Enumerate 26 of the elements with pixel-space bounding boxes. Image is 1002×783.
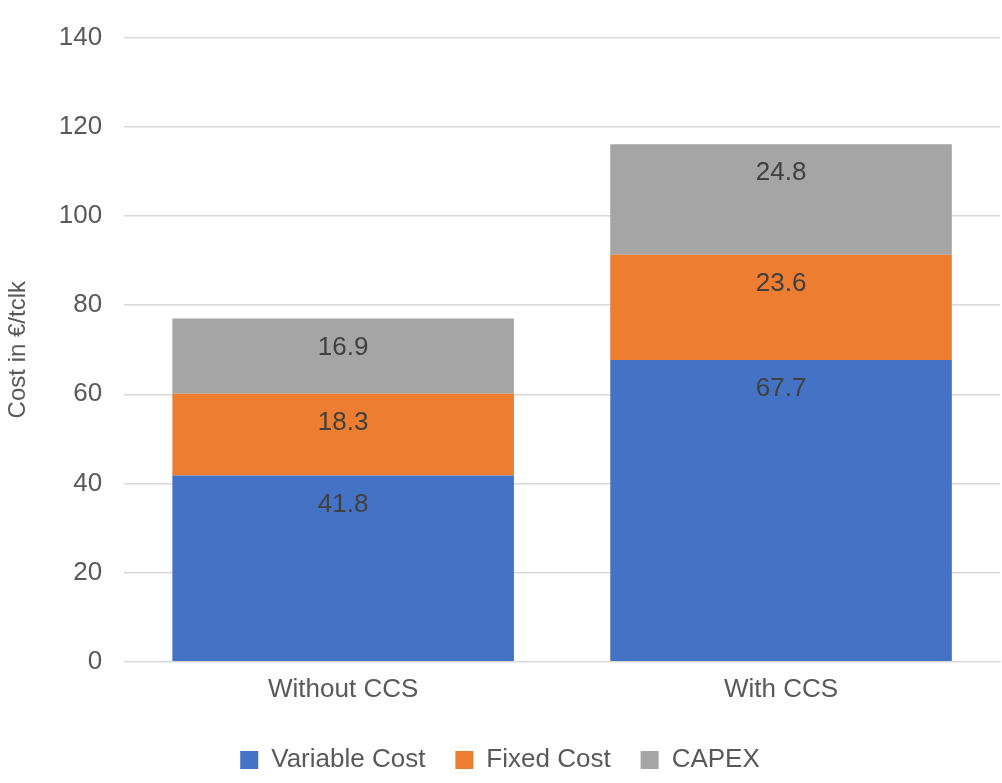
y-tick-label: 60: [73, 377, 103, 408]
y-axis-title: Cost in €/tclk: [3, 280, 31, 419]
legend-label: CAPEX: [671, 743, 760, 774]
bar: [172, 393, 514, 476]
y-tick-label: 40: [73, 466, 103, 497]
bar: [172, 318, 514, 394]
x-tick-label: Without CCS: [268, 672, 419, 703]
data-label: 16.9: [317, 330, 369, 361]
y-tick-label: 0: [87, 644, 103, 675]
y-tick-label: 140: [58, 20, 103, 51]
data-label: 24.8: [755, 156, 807, 187]
bar: [610, 144, 952, 255]
bar: [172, 475, 514, 662]
data-label: 41.8: [317, 487, 369, 518]
y-tick-label: 120: [58, 109, 103, 140]
data-label: 23.6: [755, 266, 807, 297]
y-tick-label: 100: [58, 199, 103, 230]
y-tick-label: 80: [73, 288, 103, 319]
bar: [610, 254, 952, 360]
legend-label: Fixed Cost: [486, 743, 612, 774]
legend-label: Variable Cost: [271, 743, 427, 774]
data-label: 67.7: [755, 372, 807, 403]
x-tick-label: With CCS: [723, 672, 839, 703]
y-tick-label: 20: [73, 555, 103, 586]
data-label: 18.3: [317, 406, 369, 437]
bar: [610, 359, 952, 662]
